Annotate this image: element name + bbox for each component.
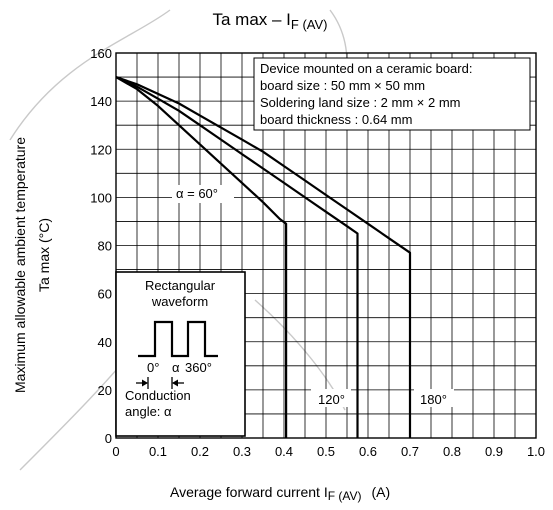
condition-line-3: Soldering land size : 2 mm × 2 mm [260, 95, 461, 110]
series-label-180: 180° [420, 392, 447, 407]
x-axis-label-sub: F (AV) [328, 489, 362, 503]
waveform-inset: Rectangular waveform 0° α 360° Conductio… [115, 271, 246, 437]
series-labels: α = 60° 120° 180° [172, 185, 454, 407]
series-line-180deg [115, 76, 412, 438]
x-tick-label: 0 [112, 444, 119, 459]
angle-arrow-right-head [172, 379, 178, 387]
x-tick-label: 0.1 [149, 444, 167, 459]
series-label-60: α = 60° [176, 186, 218, 201]
y-tick-label: 80 [98, 239, 112, 254]
inset-title-1: Rectangular [145, 278, 216, 293]
angle-arrow-left-head [142, 379, 148, 387]
plot-frame [115, 52, 537, 439]
series-line-120deg [115, 76, 359, 438]
x-tick-label: 0.9 [485, 444, 503, 459]
x-tick-label: 0.8 [443, 444, 461, 459]
x-tick-label: 0.6 [359, 444, 377, 459]
x-tick-label: 0.4 [275, 444, 293, 459]
y-tick-label: 40 [98, 335, 112, 350]
inset-title-2: waveform [151, 294, 208, 309]
y-tick-label: 100 [90, 190, 112, 205]
waveform-pulse [138, 320, 218, 358]
x-tick-label: 0.2 [191, 444, 209, 459]
waveform-label-0: 0° [147, 360, 159, 375]
x-tick-label: 0.3 [233, 444, 251, 459]
condition-line-1: Device mounted on a ceramic board: [260, 61, 472, 76]
x-tick-label: 0.7 [401, 444, 419, 459]
chart-title-sub: F (AV) [291, 17, 328, 32]
x-tick-label: 0.5 [317, 444, 335, 459]
waveform-label-alpha: α [172, 360, 180, 375]
y-tick-label: 140 [90, 94, 112, 109]
condition-line-4: board thickness : 0.64 mm [260, 112, 412, 127]
y-axis-label-line2: Ta max (°C) [36, 218, 52, 292]
series-label-120: 120° [318, 392, 345, 407]
y-tick-label: 0 [105, 431, 112, 446]
inset-caption-2: angle: α [125, 404, 172, 419]
series-line-60deg [115, 76, 288, 438]
y-tick-label: 160 [90, 46, 112, 61]
chart-title-main: Ta max – I [212, 10, 290, 29]
condition-box: Device mounted on a ceramic board: board… [253, 57, 531, 131]
x-axis-label: Average forward current IF (AV) (A) [170, 484, 390, 503]
inset-caption-1: Conduction [125, 388, 191, 403]
y-tick-label: 60 [98, 287, 112, 302]
y-tick-label: 120 [90, 142, 112, 157]
y-axis-label-line1: Maximum allowable ambient temperature [12, 137, 28, 393]
x-axis-label-main: Average forward current I [170, 484, 328, 500]
y-tick-label: 20 [98, 383, 112, 398]
waveform-label-360: 360° [185, 360, 212, 375]
tick-labels: 0 0.1 0.2 0.3 0.4 0.5 0.6 0.7 0.8 0.9 1.0 0 20 40 60 80… [90, 46, 545, 459]
series-lines [115, 76, 412, 438]
x-tick-label: 1.0 [527, 444, 545, 459]
condition-line-2: board size : 50 mm × 50 mm [260, 78, 425, 93]
chart-title: Ta max – IF (AV) [212, 10, 327, 32]
x-axis-label-unit: (A) [372, 484, 391, 500]
